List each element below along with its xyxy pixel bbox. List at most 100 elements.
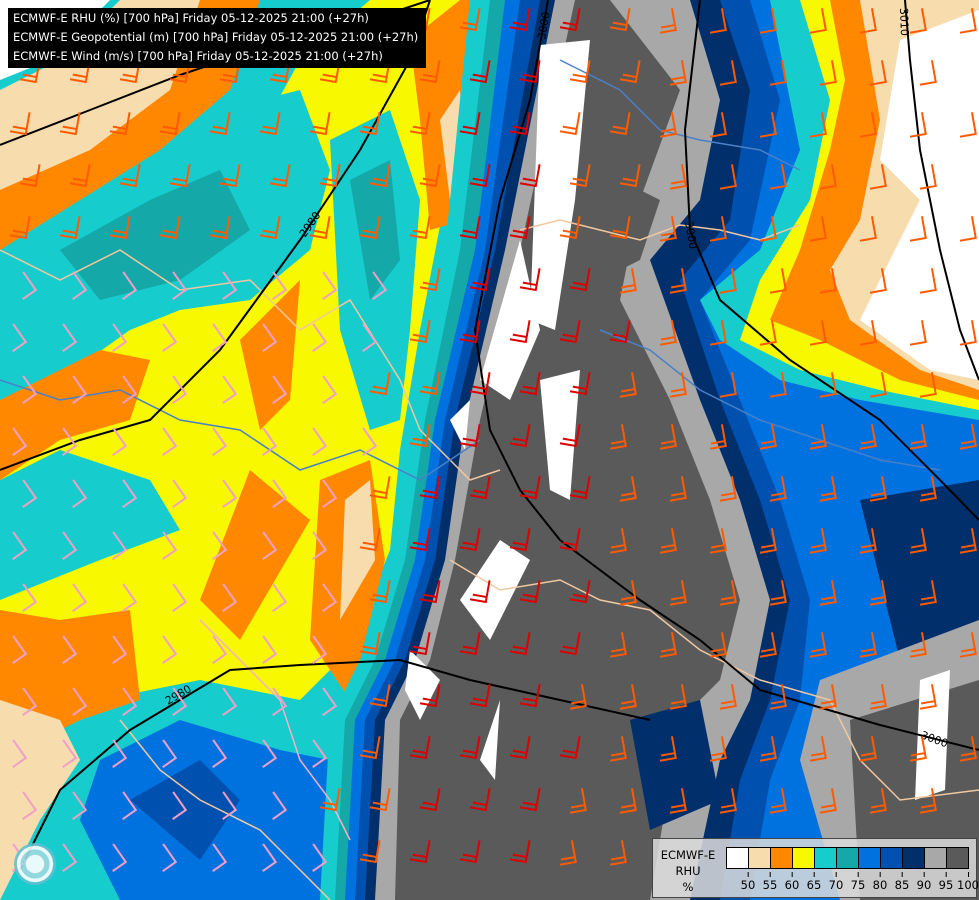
- wind-barb: [959, 736, 977, 762]
- wind-barb: [419, 684, 441, 708]
- wind-barb: [419, 476, 441, 500]
- wind-barb: [222, 375, 238, 404]
- wind-barb: [909, 320, 927, 346]
- wind-barb: [59, 112, 81, 136]
- wind-barb: [659, 528, 677, 554]
- wind-barb: [809, 8, 827, 34]
- wind-barb: [159, 216, 181, 240]
- wind-barb: [409, 112, 431, 136]
- wind-barb: [809, 632, 827, 658]
- wind-barb: [469, 684, 491, 708]
- wind-barb: [409, 216, 431, 240]
- wind-barb: [519, 164, 541, 188]
- legend-tick: 90: [916, 872, 932, 892]
- wind-barb: [162, 635, 178, 664]
- wind-barb: [162, 739, 178, 768]
- wind-barb: [859, 528, 877, 554]
- wind-barb: [559, 424, 581, 448]
- wind-barb: [959, 320, 977, 346]
- wind-barb: [809, 216, 827, 242]
- wind-barb: [312, 635, 328, 664]
- legend-tick: 80: [872, 872, 888, 892]
- wind-barb: [919, 476, 937, 502]
- wind-barb: [409, 320, 431, 344]
- wind-barb: [819, 268, 837, 294]
- legend-tick: 75: [850, 872, 866, 892]
- wind-barb: [272, 687, 288, 716]
- wind-barb: [909, 112, 927, 138]
- wind-barb: [222, 583, 238, 612]
- wind-barb: [122, 583, 138, 612]
- legend-unit: %: [682, 880, 694, 894]
- wind-barb: [309, 216, 331, 240]
- wind-barb: [72, 583, 88, 612]
- wind-barb: [619, 60, 641, 84]
- wind-barb: [919, 268, 937, 294]
- wind-barb: [172, 479, 188, 508]
- wind-barb: [222, 687, 238, 716]
- wind-barb: [112, 739, 128, 768]
- wind-barb: [619, 476, 637, 502]
- wind-barb: [272, 479, 288, 508]
- wind-barb: [212, 427, 228, 456]
- wind-barb: [869, 60, 887, 86]
- wind-barb: [262, 843, 278, 872]
- wind-barb: [112, 843, 128, 872]
- wind-barb: [322, 583, 338, 612]
- wind-barb: [659, 424, 677, 450]
- contour-line: [19, 658, 651, 871]
- wind-barb: [109, 216, 131, 240]
- wind-barb: [409, 632, 431, 656]
- wind-barb: [369, 372, 391, 396]
- wind-barb: [919, 788, 937, 814]
- wind-barb: [22, 583, 38, 612]
- wind-barb: [809, 736, 827, 762]
- header-line-wind: ECMWF-E Wind (m/s) [700 hPa] Friday 05-1…: [13, 49, 383, 63]
- wind-barb: [909, 632, 927, 658]
- wind-barb: [212, 739, 228, 768]
- wind-barb: [759, 216, 777, 242]
- wind-barb: [22, 479, 38, 508]
- wind-barb: [859, 8, 877, 34]
- wind-barb: [619, 164, 641, 188]
- wind-barb: [719, 268, 737, 294]
- contour-line: [904, 0, 979, 381]
- wind-barb: [809, 112, 827, 138]
- wind-barb: [959, 632, 977, 658]
- wind-barb: [819, 580, 837, 606]
- wind-barb: [959, 424, 977, 450]
- wind-barb: [369, 788, 391, 812]
- contour-line: [0, 0, 431, 471]
- wind-barb: [569, 268, 591, 292]
- wind-barb: [819, 372, 837, 398]
- wind-barb: [759, 736, 777, 762]
- wind-barb: [59, 216, 81, 240]
- wind-barb: [259, 216, 281, 240]
- wind-barb: [659, 736, 677, 762]
- legend-swatch: [727, 848, 749, 868]
- provider-logo-icon: [14, 843, 56, 885]
- wind-barb: [22, 687, 38, 716]
- wind-barb: [719, 476, 737, 502]
- wind-barb: [919, 684, 937, 710]
- wind-barb: [669, 268, 687, 294]
- wind-barb: [322, 687, 338, 716]
- wind-barb: [809, 528, 827, 554]
- legend-swatch: [793, 848, 815, 868]
- wind-barb: [172, 375, 188, 404]
- wind-barb: [222, 271, 238, 300]
- wind-barb: [719, 788, 737, 814]
- wind-barb: [272, 791, 288, 820]
- wind-barb: [769, 268, 787, 294]
- legend-tick: 100: [957, 872, 979, 892]
- wind-barb: [719, 372, 737, 398]
- legend-swatch: [815, 848, 837, 868]
- wind-barb: [609, 8, 631, 32]
- wind-barb: [459, 8, 481, 32]
- map-header: ECMWF-E RHU (%) [700 hPa] Friday 05-12-2…: [8, 8, 427, 68]
- wind-barb: [519, 684, 541, 708]
- wind-barb: [269, 164, 291, 188]
- wind-barb: [222, 791, 238, 820]
